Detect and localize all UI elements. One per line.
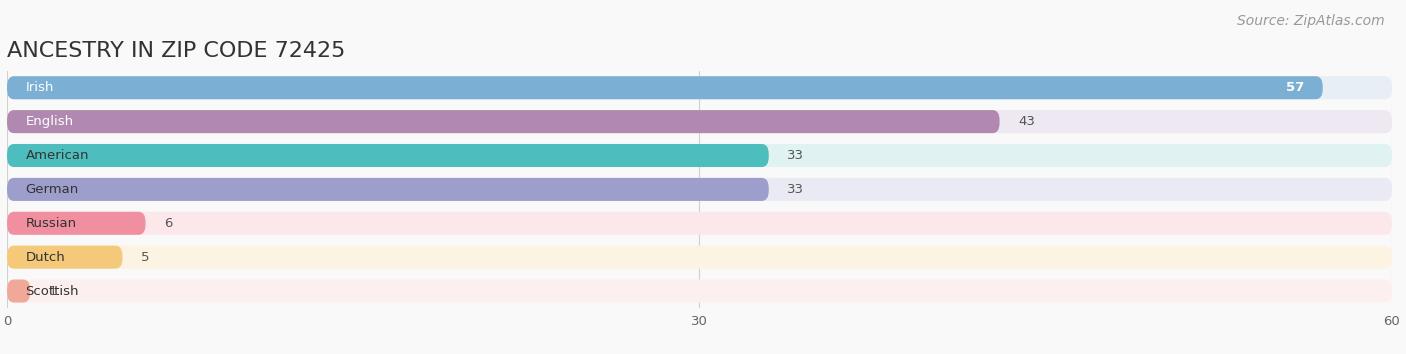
FancyBboxPatch shape bbox=[7, 280, 1392, 303]
FancyBboxPatch shape bbox=[7, 144, 769, 167]
FancyBboxPatch shape bbox=[7, 110, 1392, 133]
Text: 1: 1 bbox=[49, 285, 58, 298]
Text: ANCESTRY IN ZIP CODE 72425: ANCESTRY IN ZIP CODE 72425 bbox=[7, 41, 346, 61]
Text: English: English bbox=[25, 115, 73, 128]
Text: 33: 33 bbox=[787, 149, 804, 162]
FancyBboxPatch shape bbox=[7, 246, 122, 269]
FancyBboxPatch shape bbox=[7, 144, 1392, 167]
Text: German: German bbox=[25, 183, 79, 196]
Text: 33: 33 bbox=[787, 183, 804, 196]
Text: 6: 6 bbox=[165, 217, 173, 230]
Text: Scottish: Scottish bbox=[25, 285, 79, 298]
Text: Dutch: Dutch bbox=[25, 251, 65, 264]
FancyBboxPatch shape bbox=[7, 212, 146, 235]
Text: Source: ZipAtlas.com: Source: ZipAtlas.com bbox=[1237, 14, 1385, 28]
FancyBboxPatch shape bbox=[7, 246, 1392, 269]
FancyBboxPatch shape bbox=[7, 110, 1000, 133]
Text: Irish: Irish bbox=[25, 81, 53, 94]
Text: American: American bbox=[25, 149, 89, 162]
Text: 5: 5 bbox=[141, 251, 149, 264]
FancyBboxPatch shape bbox=[7, 280, 30, 303]
FancyBboxPatch shape bbox=[7, 76, 1392, 99]
FancyBboxPatch shape bbox=[7, 76, 1323, 99]
Text: 57: 57 bbox=[1286, 81, 1305, 94]
FancyBboxPatch shape bbox=[7, 212, 1392, 235]
FancyBboxPatch shape bbox=[7, 178, 1392, 201]
Text: 43: 43 bbox=[1018, 115, 1035, 128]
FancyBboxPatch shape bbox=[7, 178, 769, 201]
Text: Russian: Russian bbox=[25, 217, 76, 230]
